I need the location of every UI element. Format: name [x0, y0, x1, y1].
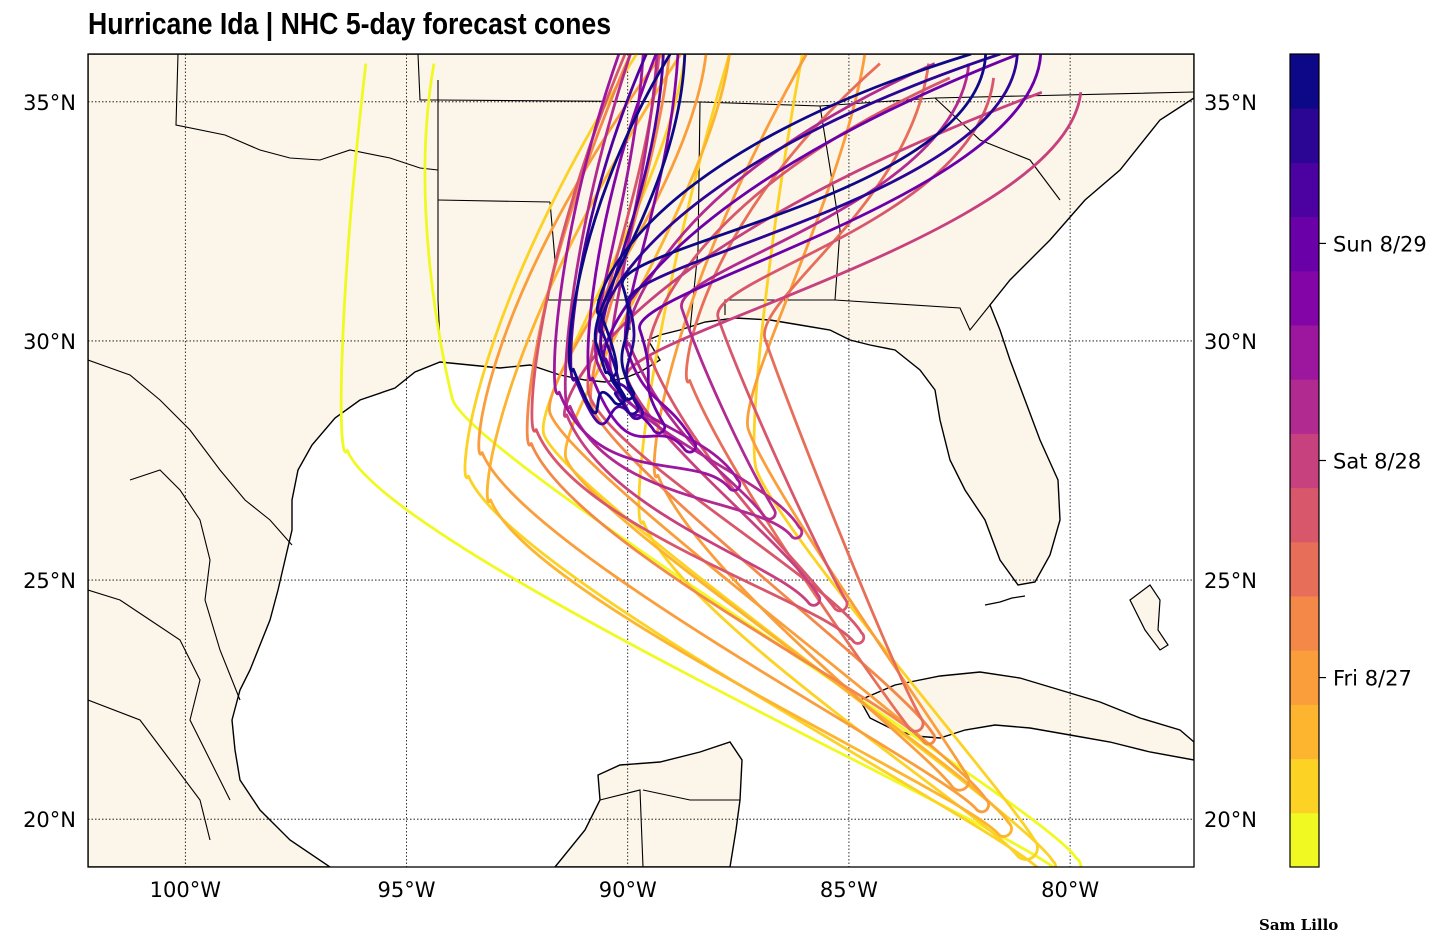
lon-tick-label: 90°W [599, 878, 657, 902]
cuba-land [859, 671, 1194, 761]
forecast-cone-outline [652, 54, 971, 792]
colorbar-label: Sat 8/28 [1333, 450, 1421, 474]
political-borders [88, 54, 1194, 867]
colorbar-labels: Fri 8/27 Sat 8/28 Sun 8/29 [1319, 232, 1427, 691]
forecast-cone-outline [597, 54, 1019, 416]
colorbar-swatch [1290, 216, 1319, 272]
lon-tick-label: 95°W [378, 878, 436, 902]
colorbar-swatch [1290, 433, 1319, 489]
colorbar-swatch [1290, 54, 1319, 109]
forecast-cone-outline [563, 54, 804, 540]
colorbar-swatch [1290, 596, 1319, 651]
colorbar-label: Sun 8/29 [1333, 232, 1427, 256]
bahamas-land [1129, 584, 1169, 651]
lat-tick-label: 25°N [23, 569, 76, 593]
lat-tick-label: 30°N [1204, 330, 1257, 354]
lat-tick-label: 35°N [1204, 91, 1257, 115]
colorbar-swatch [1290, 108, 1319, 163]
forecast-cone-outline [602, 54, 1043, 435]
forecast-cone-outline [463, 54, 1058, 867]
map-title: Hurricane Ida | NHC 5-day forecast cones [88, 6, 612, 41]
forecast-cone-outline [339, 63, 1083, 867]
lat-lon-gridlines [88, 54, 1194, 867]
forecast-cone-outline [624, 62, 971, 521]
forecast-cone-outline [567, 54, 687, 415]
forecast-cone-outline [684, 62, 930, 733]
colorbar-swatch [1290, 541, 1319, 597]
lat-tick-label: 30°N [23, 330, 76, 354]
forecast-cones [339, 54, 1083, 867]
forecast-cone-outline [477, 54, 990, 814]
florida-keys [984, 595, 1026, 606]
lon-tick-label: 85°W [820, 878, 878, 902]
colorbar-swatch [1290, 270, 1319, 326]
colorbar-swatch [1290, 379, 1319, 434]
colorbar-swatch [1290, 704, 1319, 760]
colorbar-swatch [1290, 758, 1319, 814]
longitude-ticks: 100°W 95°W 90°W 85°W 80°W [150, 878, 1100, 902]
latitude-ticks-left: 20°N 25°N 30°N 35°N [23, 91, 76, 832]
map-area[interactable] [87, 53, 1195, 878]
forecast-cone-outline [562, 90, 1083, 607]
latitude-ticks-right: 20°N 25°N 30°N 35°N [1204, 91, 1257, 832]
colorbar-swatch [1290, 650, 1319, 705]
colorbar-swatch [1290, 812, 1319, 868]
lat-tick-label: 35°N [23, 91, 76, 115]
date-colorbar [1289, 53, 1320, 868]
map-frame [87, 53, 1195, 868]
colorbar-swatch [1290, 487, 1319, 543]
lon-tick-label: 80°W [1041, 878, 1099, 902]
lat-tick-label: 25°N [1204, 569, 1257, 593]
colorbar-label: Fri 8/27 [1333, 667, 1412, 691]
lat-tick-label: 20°N [1204, 808, 1257, 832]
forecast-cone-outline [595, 54, 988, 401]
lat-tick-label: 20°N [23, 808, 76, 832]
lon-tick-label: 100°W [150, 878, 222, 902]
colorbar-swatch [1290, 325, 1319, 380]
forecast-cone-outline [646, 76, 995, 613]
author-credit: Sam Lillo [1259, 916, 1339, 934]
north-america-land [88, 54, 1194, 867]
colorbar-swatch [1290, 162, 1319, 218]
